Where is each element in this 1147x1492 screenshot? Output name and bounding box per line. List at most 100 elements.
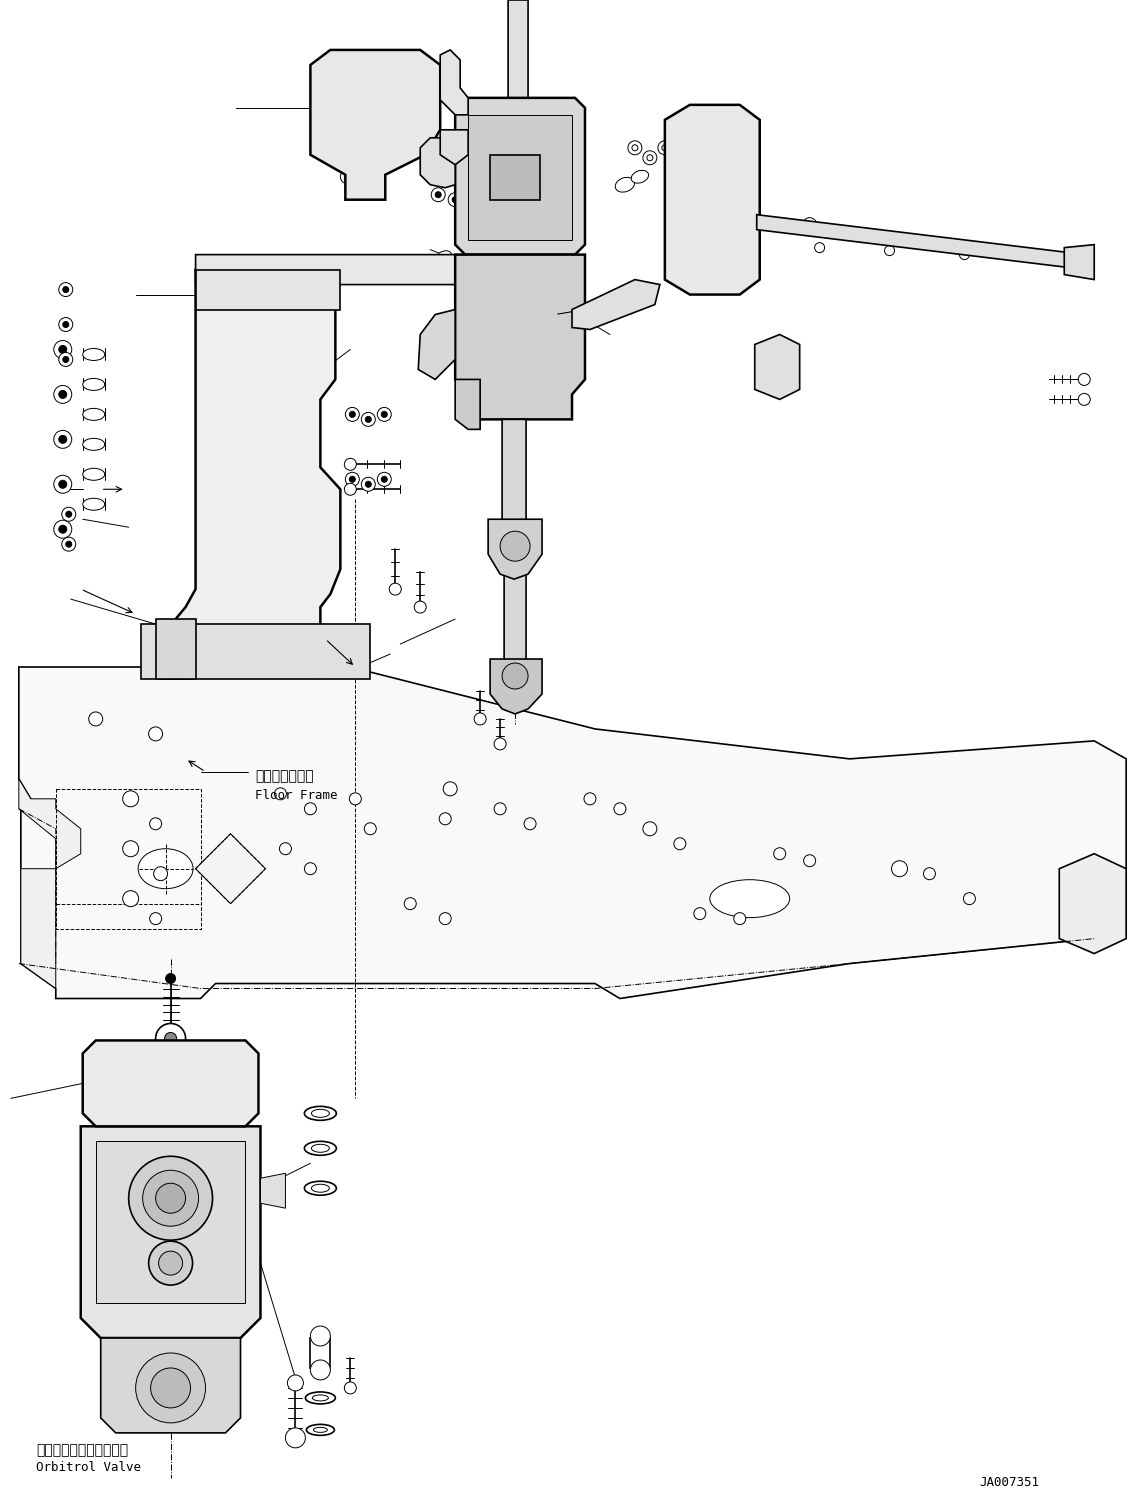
Circle shape [149,727,163,742]
Ellipse shape [419,260,437,276]
Circle shape [149,1241,193,1285]
Circle shape [504,149,516,161]
Polygon shape [440,130,468,164]
Circle shape [814,243,825,252]
Polygon shape [95,1141,245,1303]
Polygon shape [455,379,481,430]
Circle shape [407,112,423,128]
Ellipse shape [312,1395,328,1401]
Polygon shape [195,270,341,309]
Circle shape [1078,394,1091,406]
Circle shape [444,55,457,69]
Circle shape [643,151,657,164]
Circle shape [443,782,458,795]
Circle shape [149,913,162,925]
Circle shape [412,116,420,124]
Ellipse shape [304,1141,336,1155]
Polygon shape [83,1040,258,1126]
Polygon shape [504,574,526,667]
Circle shape [350,792,361,804]
Text: フロアフレーム: フロアフレーム [256,768,314,783]
Circle shape [58,480,67,488]
Circle shape [63,357,69,363]
Ellipse shape [304,1107,336,1120]
Circle shape [365,822,376,834]
Circle shape [734,913,746,925]
Ellipse shape [305,1392,335,1404]
Circle shape [88,712,103,727]
Polygon shape [1060,853,1126,953]
Circle shape [804,855,816,867]
Circle shape [278,316,283,322]
Ellipse shape [83,409,104,421]
Polygon shape [18,667,1126,998]
Polygon shape [755,334,799,400]
Circle shape [54,476,72,494]
Circle shape [258,297,273,312]
Circle shape [286,1428,305,1447]
Circle shape [156,1024,186,1053]
Polygon shape [502,419,526,531]
Polygon shape [1064,245,1094,279]
Circle shape [502,662,528,689]
Circle shape [627,140,642,155]
Polygon shape [18,779,80,989]
Circle shape [263,301,268,307]
Circle shape [721,130,742,149]
Polygon shape [311,49,440,200]
Circle shape [93,1049,109,1064]
Circle shape [389,583,401,595]
Circle shape [54,521,72,539]
Circle shape [311,1326,330,1346]
Polygon shape [80,1126,260,1338]
Circle shape [142,1170,198,1226]
Circle shape [345,473,359,486]
Circle shape [123,891,139,907]
Ellipse shape [311,1185,329,1192]
Circle shape [58,525,67,533]
Circle shape [350,476,356,482]
Polygon shape [195,255,510,285]
Circle shape [365,416,372,422]
Circle shape [58,352,72,367]
Circle shape [223,286,239,303]
Circle shape [662,145,668,151]
Circle shape [344,458,357,470]
Ellipse shape [83,379,104,391]
Circle shape [282,561,298,577]
Circle shape [304,862,317,874]
Circle shape [54,430,72,448]
Circle shape [494,739,506,750]
Ellipse shape [710,880,789,918]
Circle shape [682,249,703,270]
Ellipse shape [83,468,104,480]
Circle shape [311,1361,330,1380]
Text: JA007351: JA007351 [980,1476,1039,1489]
Circle shape [891,861,907,877]
Polygon shape [311,1338,330,1368]
Circle shape [58,391,67,398]
Text: Floor Frame: Floor Frame [256,789,338,801]
Polygon shape [175,270,341,668]
Circle shape [211,361,224,373]
Polygon shape [455,255,585,419]
Ellipse shape [306,1425,335,1435]
Circle shape [381,412,388,418]
Circle shape [1078,373,1091,385]
Circle shape [682,130,703,149]
Circle shape [58,318,72,331]
Circle shape [211,458,224,470]
Ellipse shape [311,1110,329,1118]
Circle shape [282,457,298,473]
Polygon shape [455,98,585,255]
Circle shape [439,813,451,825]
Circle shape [350,412,356,418]
Circle shape [150,1064,190,1104]
Circle shape [344,483,357,495]
Circle shape [439,913,451,925]
Polygon shape [420,137,455,188]
Ellipse shape [304,1182,336,1195]
Text: オービットロールバルブ: オービットロールバルブ [36,1443,128,1456]
Circle shape [584,792,596,804]
Circle shape [63,286,69,292]
